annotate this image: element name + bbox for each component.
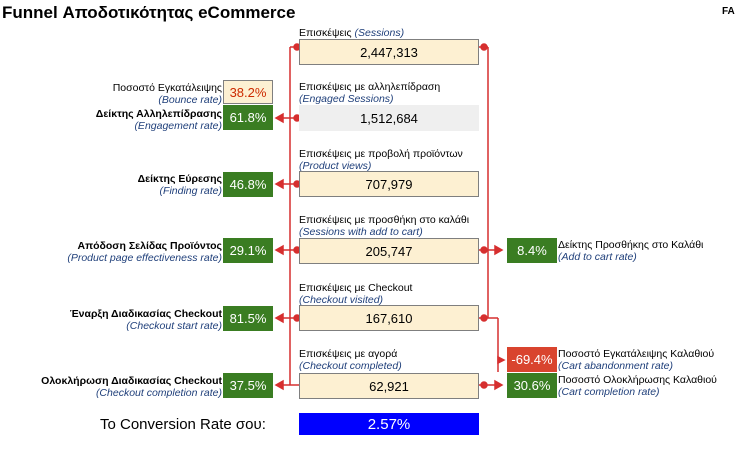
stage-value-sessions: 2,447,313 [299, 39, 479, 65]
logo-icon: FA [722, 6, 735, 17]
stage-label-purchase: Επισκέψεις με αγορά (Checkout completed) [299, 348, 402, 372]
checkout-completion-rate-value: 37.5% [223, 373, 273, 398]
stage-label-add-to-cart: Επισκέψεις με προσθήκη στο καλάθι (Sessio… [299, 214, 470, 238]
stage-value-purchase: 62,921 [299, 373, 479, 399]
cart-abandonment-rate-label: Ποσοστό Εγκατάλειψης Καλαθιού (Cart aband… [558, 348, 715, 372]
bounce-rate-label: Ποσοστό Εγκατάλειψης (Bounce rate) [112, 82, 222, 106]
page-title: Funnel Αποδοτικότητας eCommerce [2, 3, 296, 22]
stage-label-checkout: Επισκέψεις με Checkout (Checkout visited) [299, 282, 413, 306]
cart-completion-rate-value: 30.6% [507, 373, 557, 398]
stage-value-product-views: 707,979 [299, 171, 479, 197]
stage-label-engaged: Επισκέψεις με αλληλεπίδραση (Engaged Sess… [299, 81, 441, 105]
finding-rate-label: Δείκτης Εύρεσης (Finding rate) [137, 173, 222, 197]
stage-value-add-to-cart: 205,747 [299, 238, 479, 264]
bounce-rate-value: 38.2% [223, 80, 273, 104]
conversion-rate-value: 2.57% [299, 413, 479, 435]
add-to-cart-rate-value: 8.4% [507, 238, 557, 263]
cart-completion-rate-label: Ποσοστό Ολοκλήρωσης Καλαθιού (Cart comple… [558, 374, 717, 398]
add-to-cart-rate-label: Δείκτης Προσθήκης στο Καλάθι (Add to cart… [558, 239, 704, 263]
conversion-rate-label: To Conversion Rate σου: [100, 416, 266, 433]
stage-label-product-views: Επισκέψεις με προβολή προϊόντων (Product … [299, 148, 463, 172]
stage-value-checkout: 167,610 [299, 305, 479, 331]
engagement-rate-label: Δείκτης Αλληλεπίδρασης (Engagement rate) [95, 108, 222, 132]
cart-abandonment-rate-value: -69.4% [507, 347, 557, 372]
stage-label-sessions: Επισκέψεις (Sessions) [299, 27, 405, 39]
checkout-start-rate-label: Έναρξη Διαδικασίας Checkout (Checkout sta… [69, 308, 222, 332]
product-page-effectiveness-label: Απόδοση Σελίδας Προϊόντος (Product page e… [67, 240, 222, 264]
product-page-effectiveness-value: 29.1% [223, 238, 273, 263]
engagement-rate-value: 61.8% [223, 105, 273, 130]
checkout-start-rate-value: 81.5% [223, 306, 273, 331]
stage-value-engaged: 1,512,684 [299, 105, 479, 131]
checkout-completion-rate-label: Ολοκλήρωση Διαδικασίας Checkout (Checkout… [41, 375, 222, 399]
finding-rate-value: 46.8% [223, 172, 273, 197]
